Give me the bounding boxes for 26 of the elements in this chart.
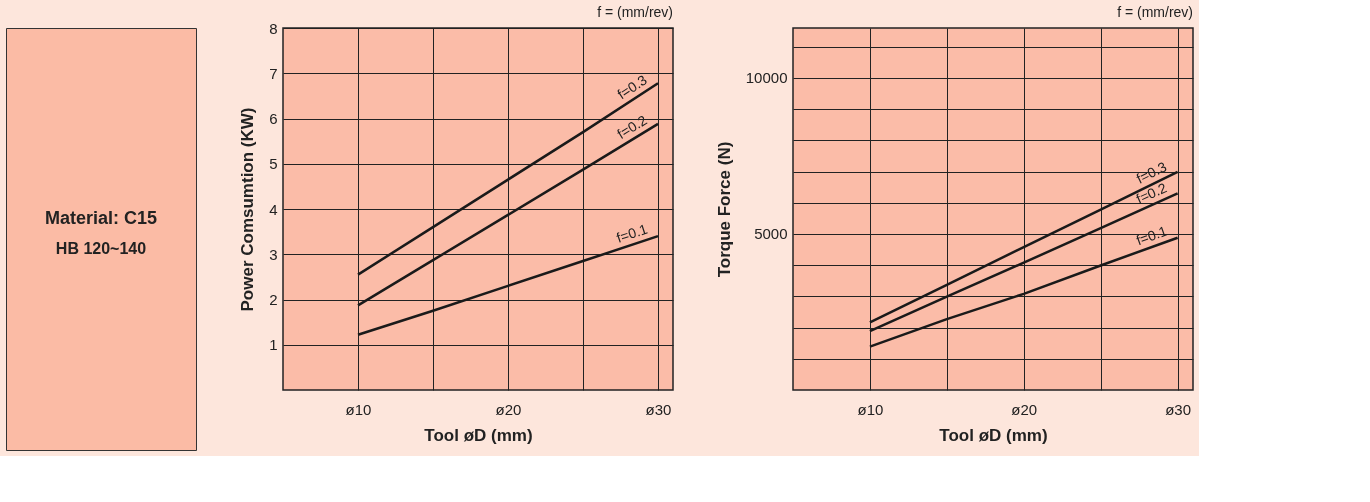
y-tick-label: 8 [269, 19, 278, 37]
x-tick-label: ø10 [857, 400, 884, 418]
text: f=0.1 [614, 220, 650, 246]
y-tick-label: 10000 [745, 69, 788, 87]
y-tick-label: 5000 [754, 225, 788, 243]
y-tick-label: 2 [269, 291, 278, 308]
text: HB 120~140 [55, 240, 147, 257]
x-tick-label: ø10 [345, 400, 372, 418]
x-tick-label: ø20 [495, 400, 522, 418]
y-axis-title: Power Comsumtion (KW) [238, 107, 258, 312]
x-tick-label: ø30 [1165, 400, 1192, 418]
y-tick-label: 1 [269, 336, 278, 354]
x-tick-label: ø30 [645, 400, 672, 418]
y-tick-label: 6 [269, 110, 278, 127]
x-tick-label: ø20 [1011, 400, 1038, 418]
y-tick-label: 7 [269, 64, 278, 82]
y-tick-label: 5 [269, 155, 278, 173]
y-tick-label: 3 [269, 245, 278, 263]
text: Material: C15 [44, 208, 158, 228]
text: f=0.2 [614, 111, 650, 142]
text: f = (mm/rev) [597, 4, 673, 20]
x-axis-title: Tool øD (mm) [939, 425, 1048, 445]
y-axis-title: Torque Force (N) [714, 141, 734, 278]
y-tick-label: 4 [269, 200, 278, 218]
x-axis-title: Tool øD (mm) [424, 425, 533, 445]
text: f = (mm/rev) [1117, 4, 1193, 20]
